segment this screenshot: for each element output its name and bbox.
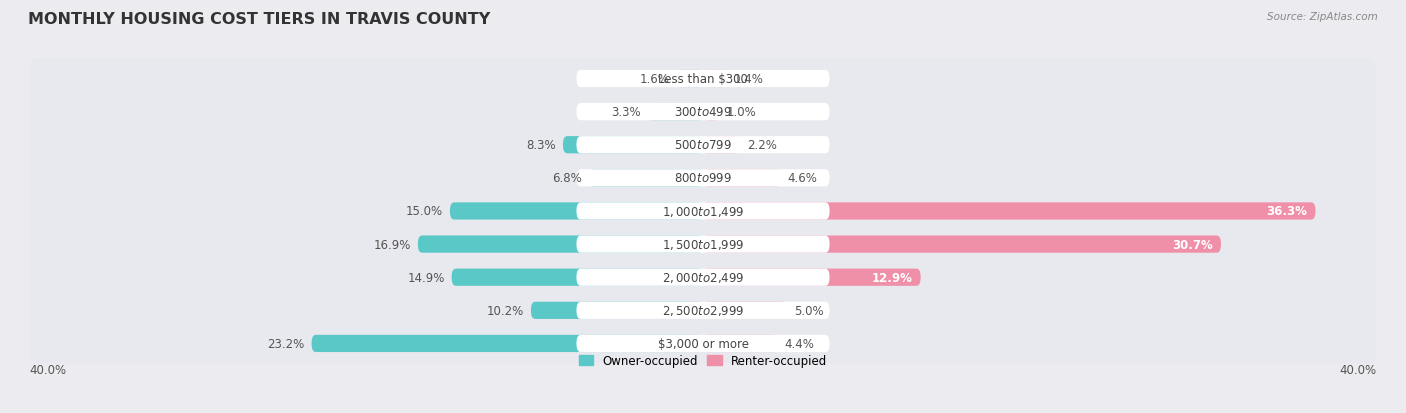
Text: $2,500 to $2,999: $2,500 to $2,999 [662, 304, 744, 318]
FancyBboxPatch shape [703, 104, 720, 121]
FancyBboxPatch shape [418, 236, 703, 253]
Text: 12.9%: 12.9% [872, 271, 912, 284]
FancyBboxPatch shape [576, 170, 830, 187]
FancyBboxPatch shape [703, 71, 727, 88]
Text: 4.4%: 4.4% [785, 337, 814, 350]
FancyBboxPatch shape [576, 203, 830, 220]
FancyBboxPatch shape [312, 335, 703, 352]
FancyBboxPatch shape [30, 126, 1376, 165]
FancyBboxPatch shape [30, 291, 1376, 330]
Text: 36.3%: 36.3% [1267, 205, 1308, 218]
FancyBboxPatch shape [576, 104, 830, 121]
FancyBboxPatch shape [576, 137, 830, 154]
Text: 1.0%: 1.0% [727, 106, 756, 119]
Text: 6.8%: 6.8% [551, 172, 582, 185]
FancyBboxPatch shape [588, 170, 703, 187]
Text: Less than $300: Less than $300 [658, 73, 748, 86]
Text: 1.6%: 1.6% [640, 73, 669, 86]
Text: $3,000 or more: $3,000 or more [658, 337, 748, 350]
FancyBboxPatch shape [576, 236, 830, 253]
FancyBboxPatch shape [703, 203, 1316, 220]
Text: 15.0%: 15.0% [406, 205, 443, 218]
Text: 30.7%: 30.7% [1171, 238, 1212, 251]
Text: 23.2%: 23.2% [267, 337, 305, 350]
Text: Source: ZipAtlas.com: Source: ZipAtlas.com [1267, 12, 1378, 22]
Text: $2,000 to $2,499: $2,000 to $2,499 [662, 271, 744, 285]
Text: $1,000 to $1,499: $1,000 to $1,499 [662, 204, 744, 218]
Text: 3.3%: 3.3% [612, 106, 641, 119]
Text: $300 to $499: $300 to $499 [673, 106, 733, 119]
Text: 4.6%: 4.6% [787, 172, 817, 185]
FancyBboxPatch shape [30, 93, 1376, 132]
FancyBboxPatch shape [576, 302, 830, 319]
FancyBboxPatch shape [576, 269, 830, 286]
FancyBboxPatch shape [647, 104, 703, 121]
Text: $1,500 to $1,999: $1,500 to $1,999 [662, 237, 744, 252]
FancyBboxPatch shape [676, 71, 703, 88]
Text: 8.3%: 8.3% [527, 139, 557, 152]
Text: MONTHLY HOUSING COST TIERS IN TRAVIS COUNTY: MONTHLY HOUSING COST TIERS IN TRAVIS COU… [28, 12, 491, 27]
FancyBboxPatch shape [30, 225, 1376, 264]
FancyBboxPatch shape [703, 137, 740, 154]
Text: 10.2%: 10.2% [486, 304, 524, 317]
FancyBboxPatch shape [30, 324, 1376, 363]
Text: $800 to $999: $800 to $999 [673, 172, 733, 185]
Text: 16.9%: 16.9% [374, 238, 411, 251]
Text: 2.2%: 2.2% [747, 139, 776, 152]
Text: $500 to $799: $500 to $799 [673, 139, 733, 152]
FancyBboxPatch shape [30, 159, 1376, 198]
Legend: Owner-occupied, Renter-occupied: Owner-occupied, Renter-occupied [574, 350, 832, 372]
Text: 14.9%: 14.9% [408, 271, 444, 284]
FancyBboxPatch shape [562, 137, 703, 154]
FancyBboxPatch shape [576, 335, 830, 352]
FancyBboxPatch shape [531, 302, 703, 319]
Text: 40.0%: 40.0% [30, 363, 67, 376]
FancyBboxPatch shape [703, 269, 921, 286]
FancyBboxPatch shape [703, 335, 778, 352]
Text: 1.4%: 1.4% [734, 73, 763, 86]
FancyBboxPatch shape [703, 170, 780, 187]
Text: 5.0%: 5.0% [794, 304, 824, 317]
FancyBboxPatch shape [30, 59, 1376, 99]
Text: 40.0%: 40.0% [1339, 363, 1376, 376]
FancyBboxPatch shape [703, 302, 787, 319]
FancyBboxPatch shape [451, 269, 703, 286]
FancyBboxPatch shape [450, 203, 703, 220]
FancyBboxPatch shape [30, 258, 1376, 297]
FancyBboxPatch shape [576, 71, 830, 88]
FancyBboxPatch shape [30, 192, 1376, 231]
FancyBboxPatch shape [703, 236, 1220, 253]
